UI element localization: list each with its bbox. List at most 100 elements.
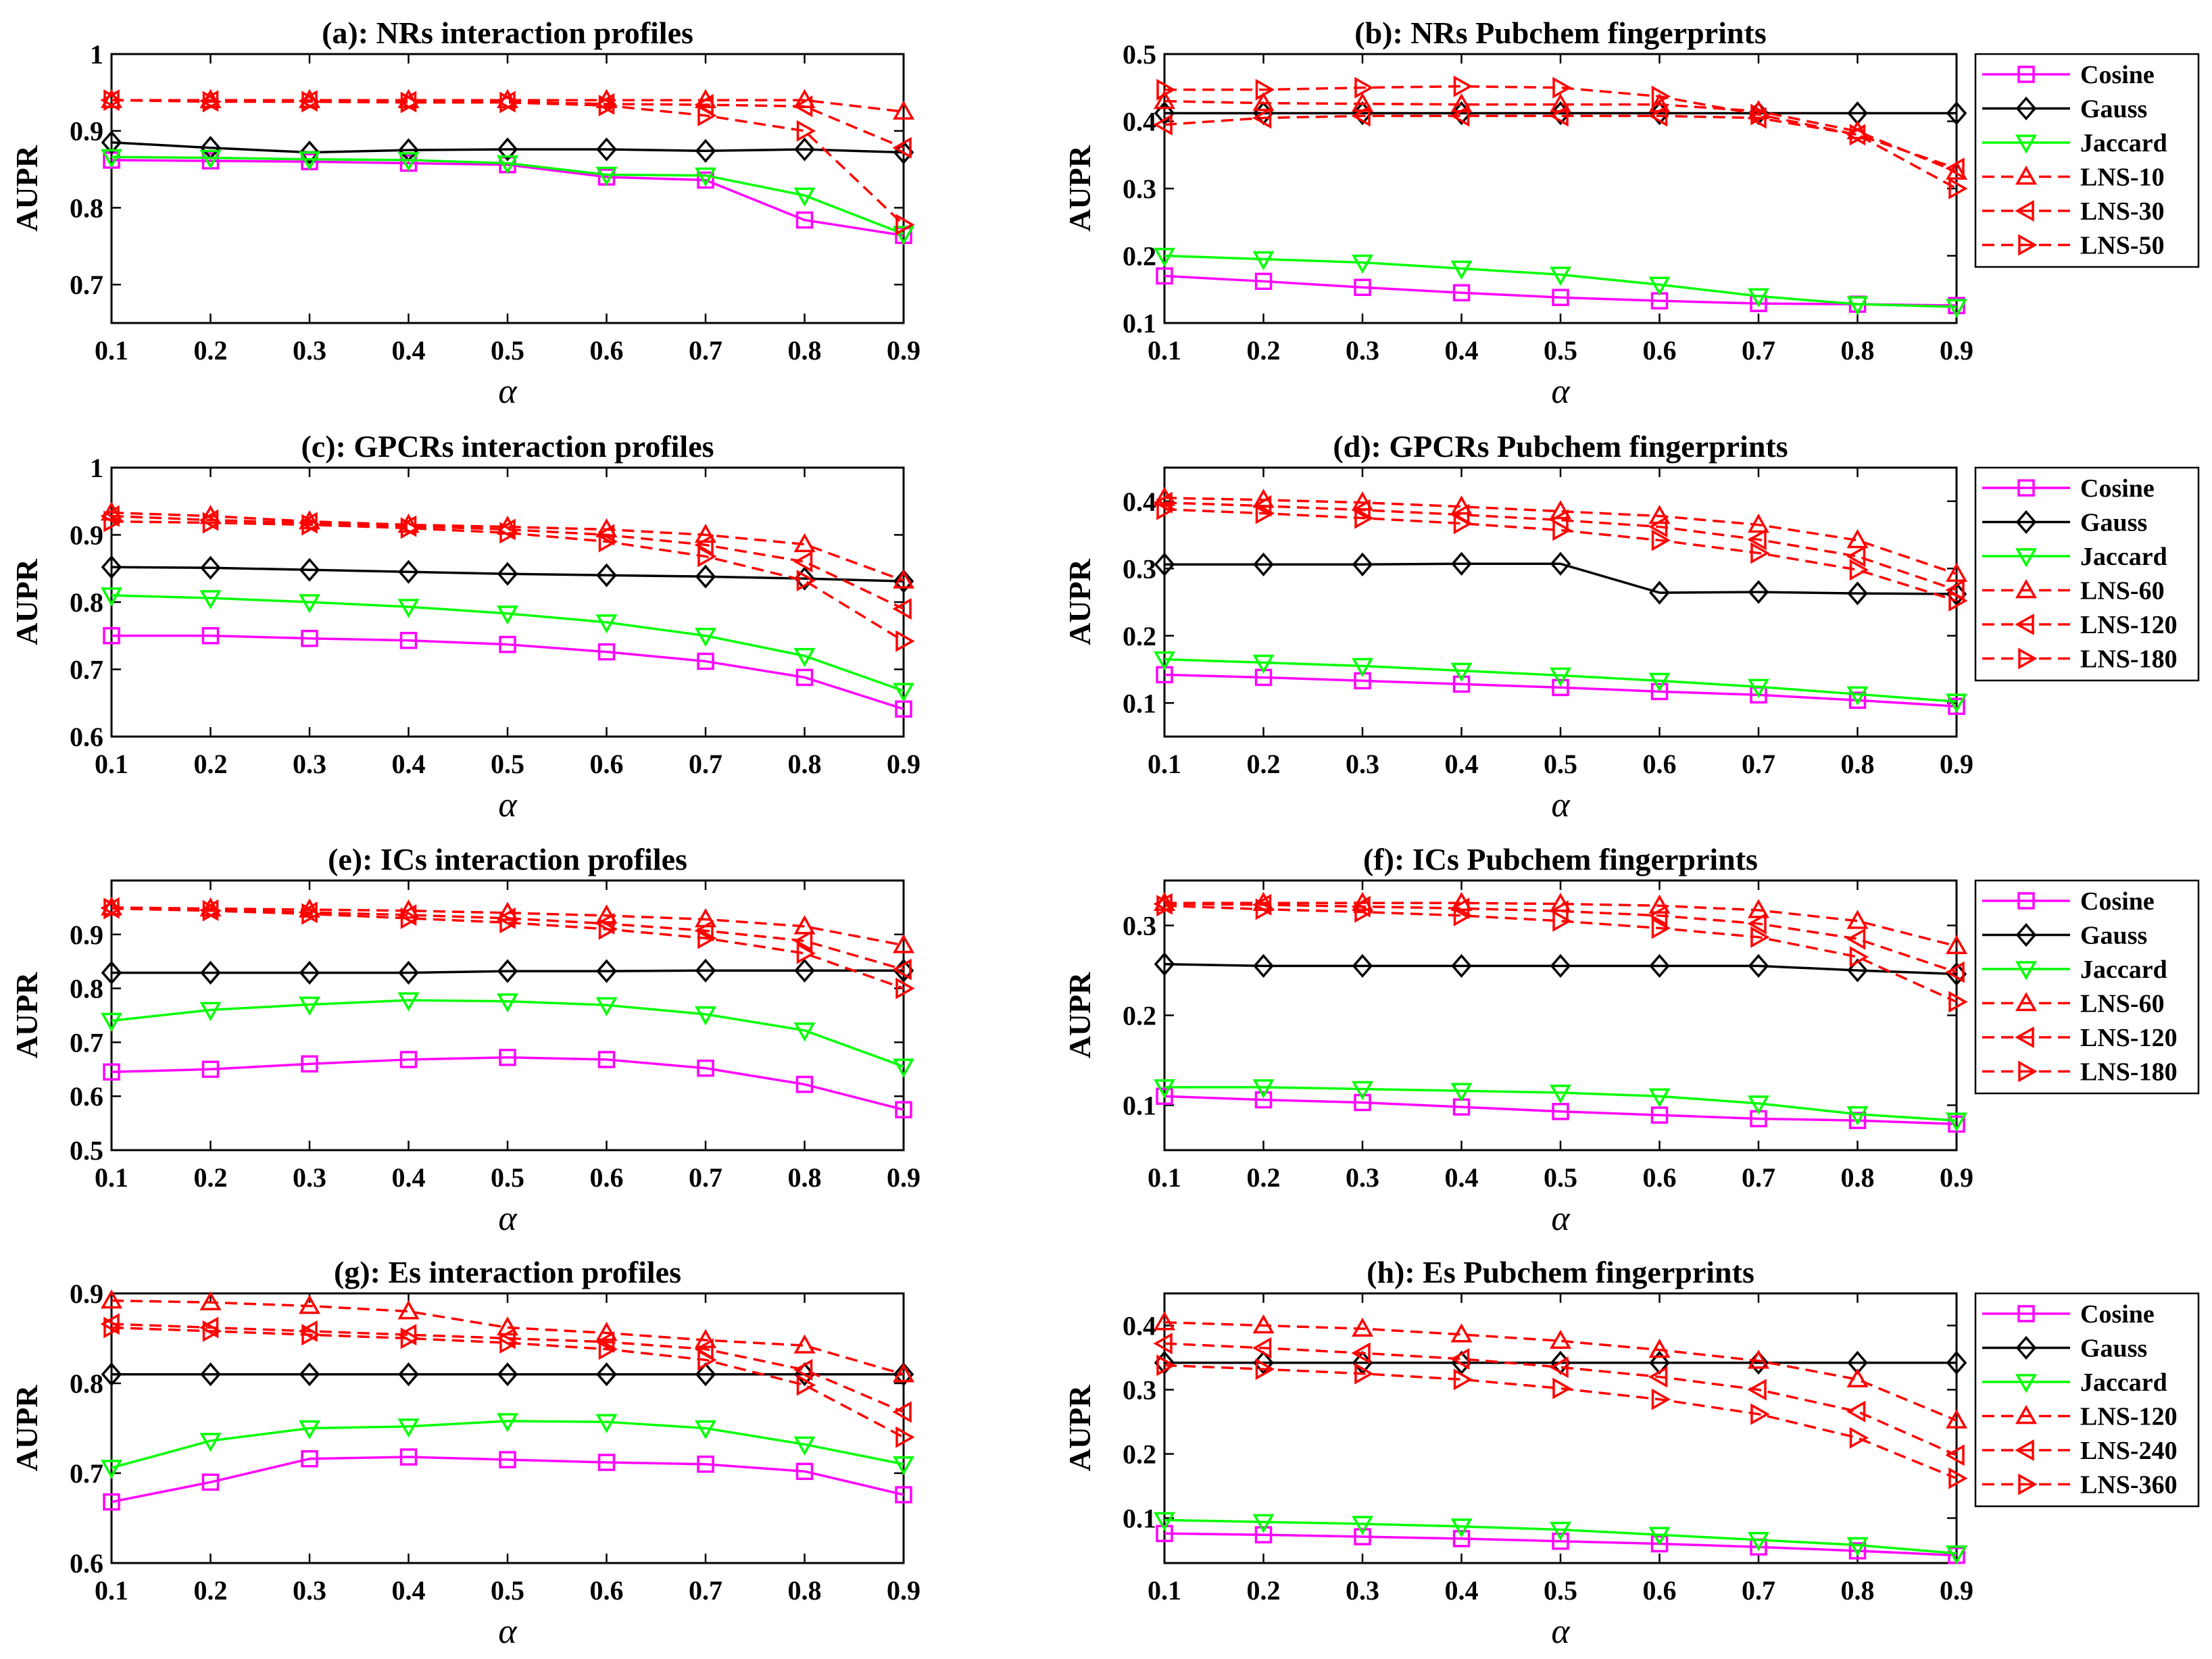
data-point	[1156, 267, 1173, 285]
data-point	[1748, 1350, 1769, 1369]
data-point	[202, 1320, 222, 1342]
data-point	[793, 930, 813, 952]
data-point	[1252, 1514, 1275, 1533]
series-Cosine	[103, 627, 912, 718]
x-tick-label: 0.1	[1148, 749, 1181, 779]
data-point	[795, 668, 814, 687]
legend-box	[1974, 53, 2200, 268]
x-tick-label: 0.7	[689, 1575, 722, 1606]
x-axis-label: α	[498, 786, 518, 824]
data-point	[499, 912, 519, 934]
axes-box	[1163, 466, 1958, 738]
series-Jaccard	[1154, 1512, 1967, 1565]
series-line	[111, 594, 904, 692]
data-point	[1450, 1518, 1473, 1538]
data-point	[1650, 1535, 1669, 1553]
x-tick-label: 0.9	[887, 1575, 920, 1606]
data-point	[1549, 105, 1569, 127]
data-point	[1352, 891, 1373, 911]
x-tick-label: 0.1	[1148, 1575, 1181, 1606]
data-point	[1651, 529, 1671, 551]
data-point	[1846, 686, 1869, 705]
y-tick-label: 0.1	[1123, 1091, 1156, 1121]
legend-label: Jaccard	[2080, 1368, 2167, 1397]
data-point	[397, 1300, 420, 1320]
data-point	[1156, 1525, 1173, 1543]
y-axis-label: AUPR	[9, 145, 44, 232]
data-point	[695, 89, 716, 108]
data-point	[796, 570, 816, 592]
axes-box	[110, 879, 905, 1152]
data-point	[199, 509, 219, 531]
x-tick-label: 0.4	[392, 1162, 426, 1193]
y-tick-label: 0.1	[1123, 688, 1156, 718]
data-point	[1354, 901, 1374, 923]
y-axis-label: AUPR	[1062, 145, 1097, 232]
data-point	[199, 1291, 222, 1311]
data-point	[200, 960, 221, 985]
legend-label: Jaccard	[2080, 129, 2167, 157]
data-point	[695, 628, 716, 647]
series-LNS-180	[103, 510, 915, 652]
data-point	[595, 614, 618, 634]
data-point	[1153, 1333, 1173, 1355]
data-point	[1452, 1530, 1471, 1547]
data-point	[1252, 1337, 1272, 1359]
axes-box	[110, 53, 905, 324]
data-point	[895, 630, 915, 652]
data-point	[301, 514, 321, 536]
data-point	[1154, 651, 1175, 671]
data-point	[1154, 247, 1175, 268]
series-Jaccard	[101, 149, 914, 245]
data-point	[1352, 1516, 1373, 1535]
data-point	[1849, 559, 1869, 581]
data-point	[101, 149, 122, 168]
data-point	[103, 1316, 123, 1339]
legend-marker	[2015, 614, 2034, 635]
data-point	[1846, 120, 1869, 140]
data-point	[101, 1460, 122, 1479]
data-point	[1453, 904, 1473, 926]
series-LNS-180	[1156, 895, 1968, 1013]
data-point	[1453, 1368, 1473, 1391]
y-tick-label: 0.2	[1123, 1001, 1156, 1031]
data-point	[499, 1451, 516, 1468]
series-line	[111, 1326, 904, 1439]
y-tick-label: 0.9	[70, 920, 103, 950]
panel-3: (d): GPCRs Pubchem fingerprints 0.1 0.2 0.3…	[1062, 429, 2200, 824]
data-point	[1550, 954, 1571, 979]
legend-label: LNS-50	[2080, 232, 2165, 260]
legend-label: LNS-120	[2080, 611, 2178, 639]
legend-marker	[2017, 892, 2035, 910]
y-tick-label: 0.1	[1123, 308, 1156, 339]
y-tick-label: 0.9	[70, 1279, 103, 1309]
data-point	[1156, 895, 1176, 917]
x-tick-label: 0.7	[1742, 335, 1775, 366]
panel-title: (c): GPCRs interaction profiles	[301, 429, 714, 464]
data-point	[201, 627, 220, 645]
series-Gauss	[1154, 952, 1967, 986]
data-point	[1747, 1379, 1767, 1401]
legend-marker	[2015, 1439, 2034, 1461]
data-point	[1253, 954, 1274, 979]
series-line	[111, 1420, 904, 1469]
legend-marker	[2018, 234, 2038, 256]
data-point	[398, 1362, 419, 1387]
data-point	[1648, 276, 1671, 296]
data-point	[101, 960, 122, 985]
data-point	[1750, 1403, 1770, 1425]
data-point	[301, 1450, 318, 1468]
x-tick-label: 0.7	[1742, 1575, 1775, 1606]
legend-marker	[2017, 479, 2035, 497]
data-point	[1748, 288, 1769, 307]
x-tick-label: 0.5	[491, 335, 524, 366]
panel-title: (a): NRs interaction profiles	[322, 16, 693, 50]
data-point	[697, 104, 717, 126]
data-point	[1156, 78, 1176, 101]
series-line	[1164, 1364, 1957, 1480]
legend-label: LNS-60	[2080, 577, 2165, 605]
legend-marker	[2018, 1060, 2038, 1083]
data-point	[497, 993, 518, 1013]
data-point	[1352, 1081, 1373, 1101]
data-point	[793, 95, 813, 118]
